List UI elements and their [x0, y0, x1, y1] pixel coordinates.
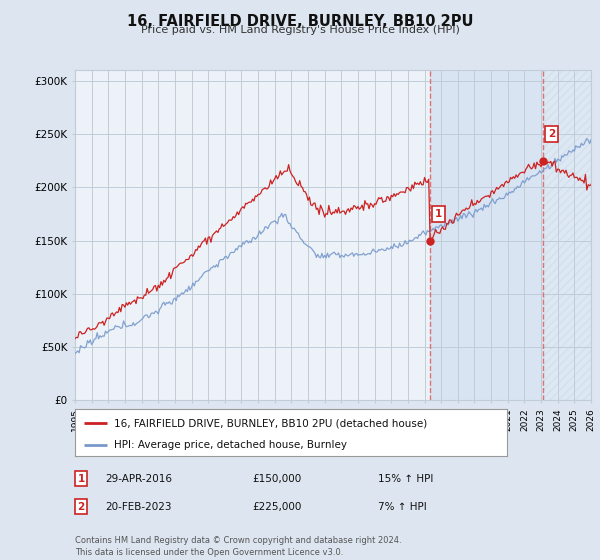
- Text: £150,000: £150,000: [252, 474, 301, 484]
- Text: 1: 1: [435, 209, 442, 219]
- Text: Price paid vs. HM Land Registry's House Price Index (HPI): Price paid vs. HM Land Registry's House …: [140, 25, 460, 35]
- Text: 2: 2: [548, 129, 555, 139]
- Text: 16, FAIRFIELD DRIVE, BURNLEY, BB10 2PU (detached house): 16, FAIRFIELD DRIVE, BURNLEY, BB10 2PU (…: [114, 418, 427, 428]
- Text: 16, FAIRFIELD DRIVE, BURNLEY, BB10 2PU: 16, FAIRFIELD DRIVE, BURNLEY, BB10 2PU: [127, 14, 473, 29]
- Text: 29-APR-2016: 29-APR-2016: [105, 474, 172, 484]
- Text: 7% ↑ HPI: 7% ↑ HPI: [378, 502, 427, 512]
- Bar: [543, 70, 591, 400]
- Text: 15% ↑ HPI: 15% ↑ HPI: [378, 474, 433, 484]
- Text: HPI: Average price, detached house, Burnley: HPI: Average price, detached house, Burn…: [114, 440, 347, 450]
- Text: 2: 2: [77, 502, 85, 512]
- Bar: [430, 70, 543, 400]
- Text: 20-FEB-2023: 20-FEB-2023: [105, 502, 172, 512]
- Text: 1: 1: [77, 474, 85, 484]
- Text: Contains HM Land Registry data © Crown copyright and database right 2024.
This d: Contains HM Land Registry data © Crown c…: [75, 536, 401, 557]
- Text: £225,000: £225,000: [252, 502, 301, 512]
